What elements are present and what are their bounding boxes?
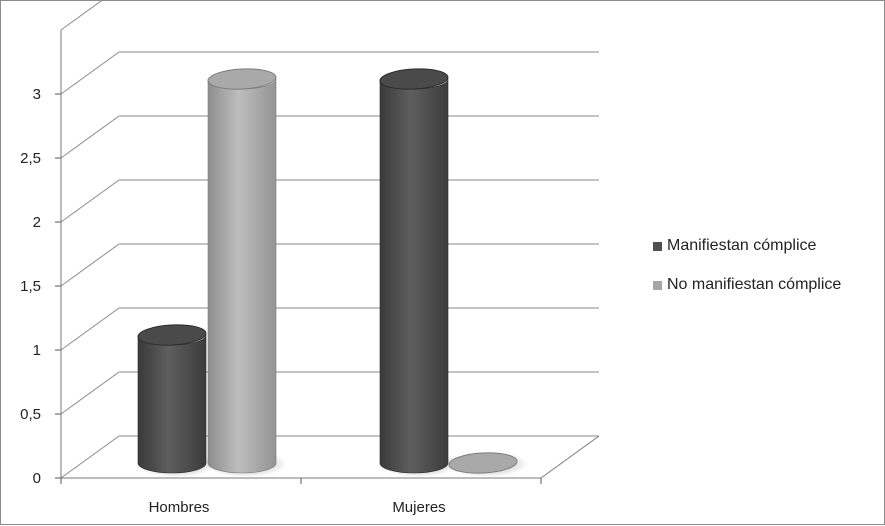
bar-top-no-manifiestan-hombres xyxy=(207,68,277,90)
x-category-label: Hombres xyxy=(149,499,210,516)
side-wall-top xyxy=(60,1,102,31)
legend-label-no-manifiestan: No manifiestan cómplice xyxy=(667,276,842,293)
gridline-side xyxy=(60,179,120,223)
legend-item-no-manifiestan: No manifiestan cómplice xyxy=(653,272,841,298)
y-tick-label: 3 xyxy=(33,86,41,103)
legend-item-manifiestan: Manifiestan cómplice xyxy=(653,233,841,259)
legend-label-manifiestan: Manifiestan cómplice xyxy=(667,237,817,254)
bar-manifiestan-mujeres xyxy=(379,78,449,474)
legend-swatch-no-manifiestan xyxy=(653,280,662,290)
bar-top-manifiestan-mujeres xyxy=(379,68,449,90)
y-tick-label: 1 xyxy=(33,342,41,359)
y-tick-label: 2 xyxy=(33,214,41,231)
legend-swatch-manifiestan xyxy=(653,241,662,251)
gridline-side xyxy=(60,51,120,95)
bar-top-manifiestan-hombres xyxy=(137,324,207,346)
y-tick-label: 2,5 xyxy=(20,150,41,167)
bar-top-no-manifiestan-mujeres xyxy=(448,452,518,474)
floor-right-edge xyxy=(540,435,600,479)
gridline-side xyxy=(60,371,120,415)
gridline-side xyxy=(60,435,120,479)
x-category-label: Mujeres xyxy=(392,499,445,516)
chart-legend: Manifiestan cómplice No manifiestan cómp… xyxy=(653,233,841,311)
gridline-side xyxy=(60,115,120,159)
y-tick-label: 0,5 xyxy=(20,406,41,423)
bar-no-manifiestan-hombres xyxy=(207,78,277,474)
y-tick-label: 0 xyxy=(33,470,41,487)
bar-manifiestan-hombres xyxy=(137,334,207,474)
gridline-side xyxy=(60,307,120,351)
gridline-side xyxy=(60,243,120,287)
y-tick-label: 1,5 xyxy=(20,278,41,295)
